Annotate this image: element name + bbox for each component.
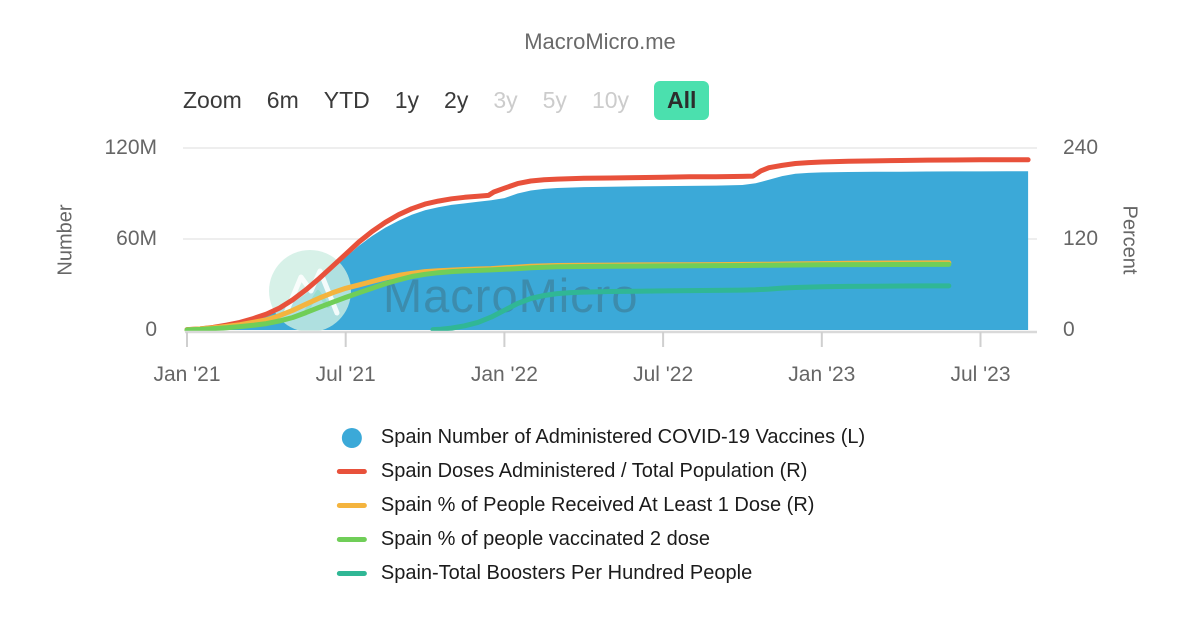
teal-line-marker-icon: [336, 571, 367, 576]
x-axis-label-jan21: Jan '21: [153, 363, 221, 386]
green-line-marker-icon: [336, 537, 367, 542]
right-axis-title: Percent: [1118, 205, 1141, 275]
legend-label: Spain Doses Administered / Total Populat…: [380, 460, 808, 482]
legend-label: Spain % of People Received At Least 1 Do…: [380, 494, 815, 516]
range-10y-button: 10y: [591, 86, 630, 113]
orange-line-marker-icon: [336, 503, 367, 508]
range-all-button[interactable]: All: [654, 80, 710, 120]
legend-label: Spain % of people vaccinated 2 dose: [380, 528, 710, 550]
x-axis-label-jan22: Jan '22: [470, 363, 538, 386]
area-series-marker-icon: [341, 427, 362, 448]
page-title: MacroMicro.me: [524, 29, 676, 54]
legend: Spain Number of Administered COVID-19 Va…: [335, 427, 865, 584]
x-axis-label-jul21: Jul '21: [315, 363, 376, 386]
watermark-text: MacroMicro: [383, 269, 638, 322]
legend-item-vaccines[interactable]: Spain Number of Administered COVID-19 Va…: [335, 427, 865, 448]
legend-item-doses-per-population[interactable]: Spain Doses Administered / Total Populat…: [335, 461, 865, 482]
legend-label: Spain-Total Boosters Per Hundred People: [380, 562, 753, 584]
left-axis-tick-60m: 60M: [116, 227, 157, 250]
x-axis-label-jan23: Jan '23: [788, 363, 856, 386]
legend-item-at-least-1-dose[interactable]: Spain % of People Received At Least 1 Do…: [335, 495, 865, 516]
range-ytd-button[interactable]: YTD: [323, 86, 370, 113]
range-1y-button[interactable]: 1y: [394, 86, 420, 113]
range-3y-button: 3y: [493, 86, 518, 113]
zoom-label: Zoom: [183, 86, 242, 113]
range-5y-button: 5y: [542, 86, 567, 113]
right-axis-tick-120: 120: [1063, 227, 1099, 250]
right-axis-tick-240: 240: [1063, 136, 1099, 159]
left-axis-title: Number: [54, 204, 77, 276]
x-axis-label-jul23: Jul '23: [950, 363, 1011, 386]
range-6m-button[interactable]: 6m: [266, 86, 299, 113]
range-2y-button[interactable]: 2y: [444, 86, 469, 113]
range-selector-toolbar: Zoom 6m YTD 1y 2y 3y 5y 10y All: [183, 80, 710, 120]
left-axis-tick-0: 0: [145, 318, 157, 341]
legend-item-vaccinated-2-dose[interactable]: Spain % of people vaccinated 2 dose: [335, 529, 865, 550]
x-axis-label-jul22: Jul '22: [633, 363, 694, 386]
legend-item-boosters[interactable]: Spain-Total Boosters Per Hundred People: [335, 563, 865, 584]
left-axis-tick-120m: 120M: [104, 136, 157, 159]
right-axis-tick-0: 0: [1063, 318, 1075, 341]
red-line-marker-icon: [336, 469, 367, 474]
legend-label: Spain Number of Administered COVID-19 Va…: [380, 426, 866, 448]
